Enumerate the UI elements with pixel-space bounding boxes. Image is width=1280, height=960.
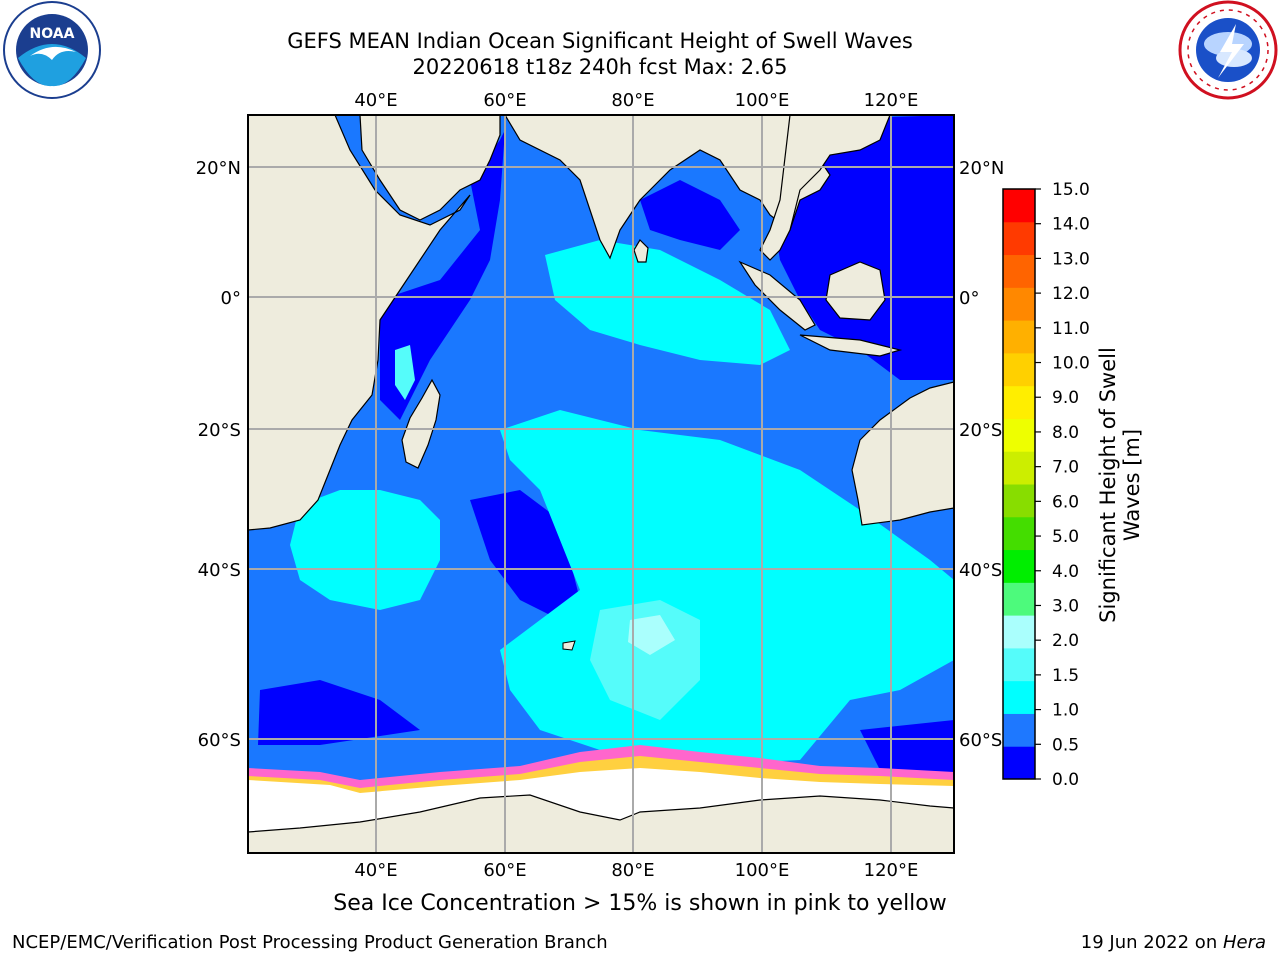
chart-subtitle: 20220618 t18z 240h fcst Max: 2.65 [412, 55, 788, 79]
madagascar-land [401, 378, 441, 469]
colorbar-tick-label: 6.0 [1052, 492, 1079, 512]
colorbar-tick-label: 11.0 [1052, 319, 1090, 339]
colorbar-tick-label: 7.0 [1052, 458, 1079, 478]
colorbar-swatch [1003, 189, 1035, 223]
antarctica-land [248, 794, 954, 853]
colorbar-ticks: 15.0 14.0 13.0 12.0 11.0 10.0 9.0 8.0 7.0 6.0 5.0 4… [1035, 180, 1090, 790]
noaa-logo: NOAA [3, 1, 101, 99]
sea-ice-note: Sea Ice Concentration > 15% is shown in … [333, 891, 947, 916]
colorbar-tick-label: 8.0 [1052, 423, 1079, 443]
colorbar-swatch [1003, 352, 1035, 387]
australia-land [851, 381, 954, 526]
lon-label-bottom: 60°E [483, 860, 526, 881]
colorbar-tick-label: 14.0 [1052, 215, 1090, 235]
lon-label-bottom: 40°E [354, 860, 397, 881]
colorbar [1003, 189, 1035, 780]
colorbar-tick-label: 4.0 [1052, 562, 1079, 582]
colorbar-swatch [1003, 484, 1035, 518]
lat-label-right: 0° [959, 288, 979, 309]
footer-date: 19 Jun 2022 on Hera [1081, 932, 1266, 953]
lat-label-right: 20°N [959, 158, 1004, 179]
colorbar-tick-label: 5.0 [1052, 527, 1079, 547]
colorbar-title-wrap: Significant Height of Swell Waves [m] [1096, 195, 1144, 775]
colorbar-tick-label: 13.0 [1052, 249, 1090, 269]
india-asia-land [504, 115, 831, 260]
colorbar-swatch [1003, 254, 1035, 288]
colorbar-tick-label: 3.0 [1052, 596, 1079, 616]
lat-label-right: 20°S [959, 420, 1002, 441]
noaa-logo-text: NOAA [30, 26, 75, 42]
colorbar-swatch [1003, 549, 1035, 583]
footer-date-text: 19 Jun 2022 on [1080, 932, 1223, 953]
nws-logo [1178, 0, 1278, 100]
colorbar-tick-label: 9.0 [1052, 388, 1079, 408]
lat-label-right: 40°S [959, 560, 1002, 581]
colorbar-swatch [1003, 615, 1035, 649]
chart-title: GEFS MEAN Indian Ocean Significant Heigh… [287, 29, 913, 53]
graticule [248, 115, 954, 853]
colorbar-tick-label: 2.0 [1052, 631, 1079, 651]
lon-label-top: 60°E [483, 90, 526, 111]
colorbar-swatch [1003, 221, 1035, 256]
colorbar-title: Significant Height of Swell Waves [m] [1096, 347, 1144, 623]
lon-label-top: 100°E [735, 90, 790, 111]
colorbar-swatch [1003, 516, 1035, 551]
lat-label-left: 20°S [198, 420, 241, 441]
lon-label-bottom: 80°E [611, 860, 654, 881]
africa-land [248, 115, 471, 531]
colorbar-tick-label: 10.0 [1052, 354, 1090, 374]
lat-label-left: 40°S [198, 560, 241, 581]
lat-label-left: 20°N [196, 158, 241, 179]
colorbar-frame [1002, 188, 1036, 780]
colorbar-tick-label: 0.5 [1052, 735, 1079, 755]
colorbar-swatch [1003, 680, 1035, 714]
lat-label-left: 60°S [198, 730, 241, 751]
borneo-land [825, 261, 886, 321]
colorbar-tick-label: 12.0 [1052, 284, 1090, 304]
colorbar-swatch [1003, 287, 1035, 321]
lon-label-bottom: 120°E [864, 860, 919, 881]
lon-label-top: 80°E [611, 90, 654, 111]
colorbar-swatch [1003, 385, 1035, 419]
footer-credit: NCEP/EMC/Verification Post Processing Pr… [12, 932, 608, 953]
colorbar-tick-label: 15.0 [1052, 180, 1090, 200]
footer-host: Hera [1222, 932, 1266, 953]
lat-label-left: 0° [221, 288, 241, 309]
colorbar-swatch [1003, 713, 1035, 747]
colorbar-swatch [1003, 451, 1035, 485]
map-field [248, 115, 954, 853]
lon-label-bottom: 100°E [735, 860, 790, 881]
map-frame [247, 114, 955, 854]
colorbar-swatch [1003, 320, 1035, 354]
colorbar-tick-label: 1.5 [1052, 666, 1079, 686]
colorbar-swatch [1003, 582, 1035, 616]
colorbar-swatch [1003, 418, 1035, 452]
colorbar-swatch [1003, 746, 1035, 780]
colorbar-swatch [1003, 647, 1035, 682]
colorbar-tick-label: 0.0 [1052, 770, 1079, 790]
colorbar-tick-label: 1.0 [1052, 701, 1079, 721]
lat-label-right: 60°S [959, 730, 1002, 751]
lon-label-top: 40°E [354, 90, 397, 111]
lon-label-top: 120°E [864, 90, 919, 111]
